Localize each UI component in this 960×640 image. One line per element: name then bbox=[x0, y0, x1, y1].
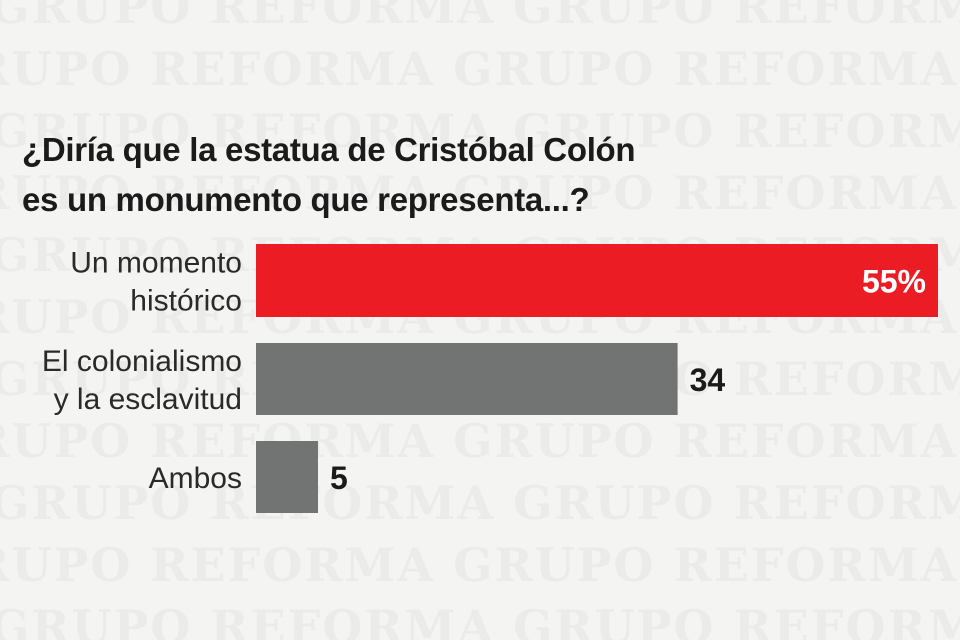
value-label: 34 bbox=[690, 362, 726, 398]
chart-title-line-2: es un monumento que representa...? bbox=[22, 181, 590, 218]
bar bbox=[256, 441, 318, 513]
value-label: 5 bbox=[330, 460, 348, 496]
value-label: 55% bbox=[862, 264, 926, 300]
category-label: Ambos bbox=[149, 462, 242, 495]
category-label: y la esclavitud bbox=[54, 383, 242, 416]
chart-title-line-1: ¿Diría que la estatua de Cristóbal Colón bbox=[22, 131, 636, 168]
bar bbox=[256, 343, 678, 415]
category-label: Un momento bbox=[70, 247, 242, 280]
bar bbox=[256, 244, 938, 317]
category-label: El colonialismo bbox=[42, 345, 242, 378]
chart-title: ¿Diría que la estatua de Cristóbal Colón… bbox=[22, 125, 722, 225]
category-label: histórico bbox=[130, 285, 242, 318]
